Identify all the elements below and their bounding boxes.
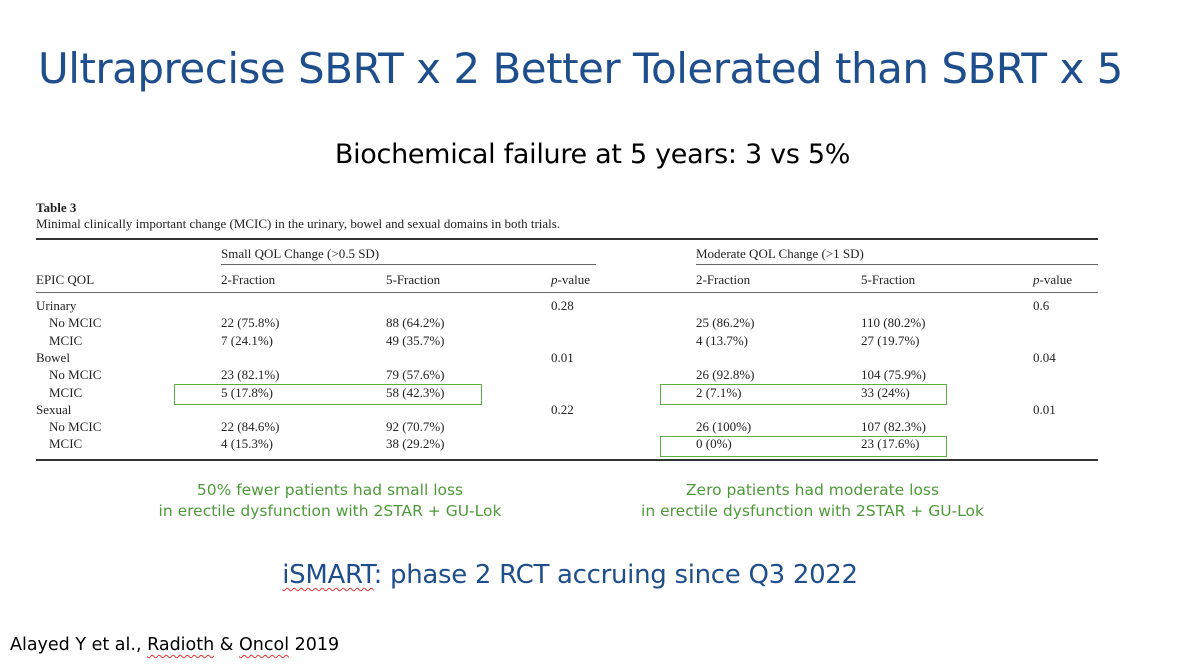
table-cell: 4 (13.7%) bbox=[696, 332, 748, 348]
table-cell: 79 (57.6%) bbox=[386, 367, 445, 383]
row-label: No MCIC bbox=[49, 419, 102, 435]
note-left: 50% fewer patients had small loss in ere… bbox=[140, 480, 520, 522]
table-cell: 23 (17.6%) bbox=[861, 436, 920, 452]
trial-name: iSMART bbox=[282, 560, 374, 590]
column-header-3: p-value bbox=[551, 272, 590, 287]
table-cell: 5 (17.8%) bbox=[221, 384, 273, 400]
table-cell: 25 (86.2%) bbox=[696, 315, 755, 331]
table-cell: 110 (80.2%) bbox=[861, 315, 926, 331]
note-right: Zero patients had moderate loss in erect… bbox=[620, 480, 1005, 522]
citation-journal-part-1: Radioth bbox=[147, 635, 215, 655]
note-right-line-2: in erectile dysfunction with 2STAR + GU-… bbox=[641, 502, 984, 520]
table-cell: 0.6 bbox=[1033, 298, 1050, 313]
table-cell: 2 (7.1%) bbox=[696, 384, 742, 400]
column-header-1: 2-Fraction bbox=[221, 272, 276, 287]
table-cell: 0 (0%) bbox=[696, 436, 732, 452]
group-header-moderate: Moderate QOL Change (>1 SD) bbox=[696, 246, 864, 261]
group-header-small: Small QOL Change (>0.5 SD) bbox=[221, 246, 380, 261]
highlight-box-bowel-moderate bbox=[660, 384, 947, 405]
table-cell: 7 (24.1%) bbox=[221, 332, 273, 348]
table-cell: 0.22 bbox=[551, 401, 574, 417]
table-cell: 38 (29.2%) bbox=[386, 436, 445, 452]
group-rule-moderate bbox=[696, 264, 1098, 265]
row-label: MCIC bbox=[49, 332, 83, 348]
table-caption: Minimal clinically important change (MCI… bbox=[36, 216, 561, 231]
table-cell: 27 (19.7%) bbox=[861, 332, 920, 348]
column-header-2: 5-Fraction bbox=[386, 272, 441, 287]
row-label: Sexual bbox=[36, 401, 72, 417]
results-table: Table 3 Minimal clinically important cha… bbox=[36, 200, 1098, 461]
column-header-6: p-value bbox=[1033, 272, 1072, 287]
table-label: Table 3 bbox=[36, 200, 77, 215]
table-cell: 49 (35.7%) bbox=[386, 332, 445, 348]
table-cell: 104 (75.9%) bbox=[861, 367, 926, 383]
row-label: Urinary bbox=[36, 298, 77, 313]
row-label: No MCIC bbox=[49, 367, 102, 383]
note-right-line-1: Zero patients had moderate loss bbox=[685, 481, 940, 499]
table-cell: 0.28 bbox=[551, 298, 574, 313]
column-header-5: 5-Fraction bbox=[861, 272, 916, 287]
table-cell: 33 (24%) bbox=[861, 384, 910, 400]
trial-statement: iSMART: phase 2 RCT accruing since Q3 20… bbox=[0, 560, 1140, 590]
table-cell: 0.04 bbox=[1033, 349, 1056, 365]
table-cell: 26 (92.8%) bbox=[696, 367, 755, 383]
table-cell: 26 (100%) bbox=[696, 419, 752, 435]
group-rule-small bbox=[221, 264, 596, 265]
row-label: MCIC bbox=[49, 436, 83, 452]
row-label: MCIC bbox=[49, 384, 83, 400]
citation-journal-part-2: Oncol bbox=[239, 635, 290, 655]
row-label: No MCIC bbox=[49, 315, 102, 331]
table-cell: 88 (64.2%) bbox=[386, 315, 445, 331]
header-bottom-rule bbox=[36, 292, 1098, 293]
citation-ampersand: & bbox=[214, 635, 239, 655]
table-cell: 92 (70.7%) bbox=[386, 419, 445, 435]
column-header-0: EPIC QOL bbox=[36, 272, 95, 287]
note-left-line-1: 50% fewer patients had small loss bbox=[196, 481, 464, 499]
table-top-rule bbox=[36, 238, 1098, 240]
table-cell: 4 (15.3%) bbox=[221, 436, 273, 452]
note-left-line-2: in erectile dysfunction with 2STAR + GU-… bbox=[158, 502, 502, 520]
row-label: Bowel bbox=[36, 349, 70, 365]
table-cell: 0.01 bbox=[551, 349, 574, 365]
table-cell: 22 (84.6%) bbox=[221, 419, 280, 435]
table-cell: 107 (82.3%) bbox=[861, 419, 926, 435]
citation-authors: Alayed Y et al., bbox=[10, 635, 148, 655]
trial-description: : phase 2 RCT accruing since Q3 2022 bbox=[373, 560, 859, 590]
citation-year: 2019 bbox=[289, 635, 340, 655]
table-cell: 23 (82.1%) bbox=[221, 367, 280, 383]
slide-subtitle: Biochemical failure at 5 years: 3 vs 5% bbox=[334, 139, 851, 170]
highlight-box-sexual-moderate bbox=[660, 436, 947, 457]
citation: Alayed Y et al., Radioth & Oncol 2019 bbox=[10, 635, 339, 655]
slide-title: Ultraprecise SBRT x 2 Better Tolerated t… bbox=[38, 44, 1123, 93]
column-header-4: 2-Fraction bbox=[696, 272, 751, 287]
table-bottom-rule bbox=[36, 459, 1098, 461]
table-cell: 0.01 bbox=[1033, 401, 1056, 417]
table-cell: 22 (75.8%) bbox=[221, 315, 280, 331]
highlight-box-bowel-small bbox=[174, 384, 482, 405]
table-cell: 58 (42.3%) bbox=[386, 384, 445, 400]
